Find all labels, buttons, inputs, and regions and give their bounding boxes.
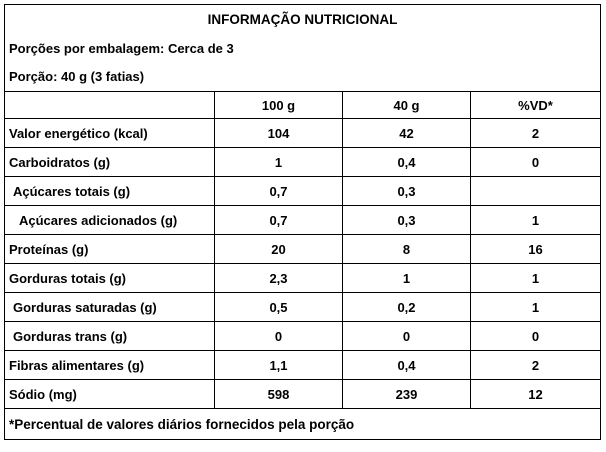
nutrient-label: Gorduras saturadas (g) [4,292,215,322]
table-row: Proteínas (g) 20 8 16 [4,234,602,264]
value-portion: 0,3 [342,176,471,206]
nutrient-label: Carboidratos (g) [4,147,215,177]
nutrient-label: Valor energético (kcal) [4,118,215,148]
value-daily-percent: 1 [469,292,602,322]
nutrient-label: Açúcares totais (g) [4,176,215,206]
nutrient-label: Gorduras totais (g) [4,263,215,293]
nutrient-label: Fibras alimentares (g) [4,350,215,380]
value-portion: 0,3 [342,205,471,235]
value-portion: 8 [342,234,471,264]
value-portion: 1 [342,263,471,293]
value-portion: 0,4 [342,350,471,380]
value-daily-percent: 2 [469,118,602,148]
value-100g: 0,5 [214,292,343,322]
value-daily-percent: 0 [469,147,602,177]
value-portion: 0,2 [342,292,471,322]
value-daily-percent: 16 [469,234,602,264]
value-100g: 2,3 [214,263,343,293]
column-header-100g: 100 g [214,91,343,119]
column-header-row: 100 g 40 g %VD* [4,91,602,119]
value-100g: 0 [214,321,343,351]
value-portion: 0 [342,321,471,351]
footnote: *Percentual de valores diários fornecido… [3,408,602,440]
servings-per-package: Porções por embalagem: Cerca de 3 [3,33,602,63]
table-row: Açúcares adicionados (g) 0,7 0,3 1 [4,205,602,235]
value-daily-percent [469,176,602,206]
value-100g: 20 [214,234,343,264]
table-row: Fibras alimentares (g) 1,1 0,4 2 [4,350,602,380]
value-100g: 104 [214,118,343,148]
value-daily-percent: 2 [469,350,602,380]
column-header-vd: %VD* [469,91,602,119]
nutrition-facts-panel: INFORMAÇÃO NUTRICIONAL Porções por embal… [3,4,602,440]
nutrient-label: Gorduras trans (g) [4,321,215,351]
table-row: Gorduras trans (g) 0 0 0 [4,321,602,351]
table-row: Carboidratos (g) 1 0,4 0 [4,147,602,177]
table-row: Gorduras saturadas (g) 0,5 0,2 1 [4,292,602,322]
nutrient-label: Açúcares adicionados (g) [4,205,215,235]
nutrition-table: INFORMAÇÃO NUTRICIONAL Porções por embal… [3,4,602,440]
nutrient-label: Sódio (mg) [4,379,215,409]
nutrient-label: Proteínas (g) [4,234,215,264]
value-daily-percent: 0 [469,321,602,351]
table-row: Sódio (mg) 598 239 12 [4,379,602,409]
table-row: Açúcares totais (g) 0,7 0,3 [4,176,602,206]
value-100g: 0,7 [214,176,343,206]
serving-size: Porção: 40 g (3 fatias) [3,62,602,92]
column-header-portion: 40 g [342,91,471,119]
value-portion: 42 [342,118,471,148]
value-daily-percent: 1 [469,263,602,293]
table-title: INFORMAÇÃO NUTRICIONAL [3,4,602,34]
value-daily-percent: 1 [469,205,602,235]
value-100g: 0,7 [214,205,343,235]
value-daily-percent: 12 [469,379,602,409]
column-header-label [4,91,215,119]
value-100g: 1,1 [214,350,343,380]
value-portion: 239 [342,379,471,409]
value-100g: 1 [214,147,343,177]
value-portion: 0,4 [342,147,471,177]
table-row: Valor energético (kcal) 104 42 2 [4,118,602,148]
value-100g: 598 [214,379,343,409]
table-row: Gorduras totais (g) 2,3 1 1 [4,263,602,293]
